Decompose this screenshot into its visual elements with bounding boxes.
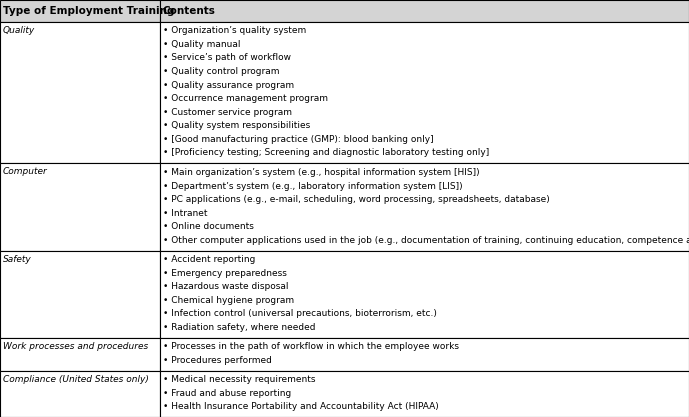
Text: • PC applications (e.g., e-mail, scheduling, word processing, spreadsheets, data: • PC applications (e.g., e-mail, schedul… [163,195,549,204]
Text: • Online documents: • Online documents [163,222,254,231]
Bar [0,0,160,22]
Text: Computer: Computer [3,167,48,176]
Text: • Hazardous waste disposal: • Hazardous waste disposal [163,282,288,291]
Text: Work processes and procedures: Work processes and procedures [3,342,148,351]
Text: Compliance (United States only): Compliance (United States only) [3,374,149,384]
Text: • [Proficiency testing; Screening and diagnostic laboratory testing only]: • [Proficiency testing; Screening and di… [163,148,489,158]
Bar [160,371,689,417]
Bar [160,0,689,22]
Text: • Quality assurance program: • Quality assurance program [163,80,294,90]
Bar [160,338,689,371]
Bar [160,251,689,338]
Bar [160,22,689,163]
Text: • Department’s system (e.g., laboratory information system [LIS]): • Department’s system (e.g., laboratory … [163,181,462,191]
Bar [0,251,160,338]
Text: • Emergency preparedness: • Emergency preparedness [163,269,287,278]
Text: • Medical necessity requirements: • Medical necessity requirements [163,375,315,384]
Bar [0,163,160,251]
Text: • Chemical hygiene program: • Chemical hygiene program [163,296,294,305]
Bar [160,163,689,251]
Bar [0,22,160,163]
Text: • Quality system responsibilities: • Quality system responsibilities [163,121,310,130]
Text: • Service’s path of workflow: • Service’s path of workflow [163,53,291,63]
Text: • Health Insurance Portability and Accountability Act (HIPAA): • Health Insurance Portability and Accou… [163,402,438,411]
Text: • Radiation safety, where needed: • Radiation safety, where needed [163,323,315,332]
Text: • [Good manufacturing practice (GMP): blood banking only]: • [Good manufacturing practice (GMP): bl… [163,135,433,144]
Text: • Procedures performed: • Procedures performed [163,356,271,365]
Text: • Quality manual: • Quality manual [163,40,240,49]
Bar [0,371,160,417]
Text: • Processes in the path of workflow in which the employee works: • Processes in the path of workflow in w… [163,342,459,352]
Text: Safety: Safety [3,255,32,264]
Text: Quality: Quality [3,26,35,35]
Bar [0,338,160,371]
Text: • Infection control (universal precautions, bioterrorism, etc.): • Infection control (universal precautio… [163,309,436,318]
Text: • Intranet: • Intranet [163,208,207,218]
Text: Type of Employment Training: Type of Employment Training [3,6,174,16]
Text: • Occurrence management program: • Occurrence management program [163,94,327,103]
Text: • Fraud and abuse reporting: • Fraud and abuse reporting [163,389,291,398]
Text: • Organization’s quality system: • Organization’s quality system [163,26,306,35]
Text: • Main organization’s system (e.g., hospital information system [HIS]): • Main organization’s system (e.g., hosp… [163,168,480,177]
Text: • Customer service program: • Customer service program [163,108,291,117]
Text: • Other computer applications used in the job (e.g., documentation of training, : • Other computer applications used in th… [163,236,689,245]
Text: Contents: Contents [163,6,216,16]
Text: • Accident reporting: • Accident reporting [163,255,255,264]
Text: • Quality control program: • Quality control program [163,67,279,76]
